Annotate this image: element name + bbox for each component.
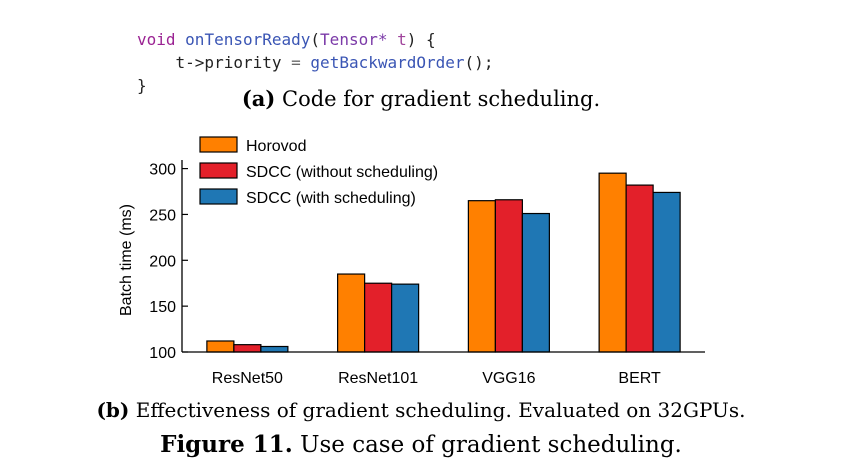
- bar-bert-2: [652, 191, 681, 353]
- code-line-1: void onTensorReady(Tensor* t) {: [137, 30, 436, 49]
- bar-bert-0: [598, 172, 627, 353]
- y-axis-title-group: Batch time (ms): [118, 204, 135, 316]
- figure-caption: Figure 11. Use case of gradient scheduli…: [0, 431, 842, 458]
- bar-resnet50-2: [260, 345, 289, 353]
- legend-label: Horovod: [246, 138, 306, 155]
- code-line-3: }: [137, 76, 147, 95]
- figure-caption-label: Figure 11.: [160, 431, 293, 458]
- bar-resnet101-0: [337, 273, 366, 353]
- x-tick-label: BERT: [618, 370, 661, 387]
- legend-swatch: [199, 188, 238, 205]
- x-tick-label: ResNet50: [212, 370, 283, 387]
- y-tick-label: 150: [149, 299, 176, 316]
- legend-label: SDCC (without scheduling): [246, 164, 438, 181]
- code-keyword: void: [137, 30, 176, 49]
- code-pointer: *: [377, 30, 388, 49]
- figure-caption-text: Use case of gradient scheduling.: [300, 432, 682, 458]
- x-tick-label: ResNet101: [338, 370, 418, 387]
- caption-b: (b) Effectiveness of gradient scheduling…: [0, 398, 842, 422]
- code-operator: =: [291, 53, 301, 72]
- code-type: Tensor: [320, 30, 378, 49]
- bar-vgg16-2: [521, 212, 550, 353]
- bar-resnet101-2: [391, 283, 420, 353]
- bar-bert-1: [625, 184, 654, 353]
- axes-group: ResNet50 ResNet101 VGG16 BERT 100 150 200 250 30…: [149, 160, 705, 387]
- code-lhs: t->priority: [175, 53, 282, 72]
- caption-a-label: (a): [241, 86, 276, 111]
- bar-resnet50-1: [233, 344, 262, 353]
- code-line-2: t->priority = getBackwardOrder();: [176, 53, 494, 72]
- code-call-tail: ();: [464, 53, 494, 72]
- y-tick-label: 200: [149, 253, 176, 270]
- code-param: t: [397, 30, 407, 49]
- legend-swatch: [199, 136, 238, 153]
- code-function-name: onTensorReady: [185, 30, 311, 49]
- caption-a: (a) Code for gradient scheduling.: [0, 86, 842, 111]
- bar-vgg16-1: [494, 199, 523, 353]
- caption-b-label: (b): [96, 398, 130, 422]
- code-call: getBackwardOrder: [310, 53, 465, 72]
- code-paren: (: [310, 30, 321, 49]
- caption-a-text: Code for gradient scheduling.: [282, 87, 601, 111]
- x-tick-label: VGG16: [482, 370, 535, 387]
- legend: Horovod SDCC (without scheduling) SDCC (wi…: [199, 136, 438, 207]
- y-tick-label: 100: [149, 345, 176, 362]
- bar-resnet50-0: [206, 340, 235, 353]
- bar-vgg16-0: [467, 200, 496, 353]
- bars-group: [206, 172, 681, 353]
- legend-swatch: [199, 162, 238, 179]
- y-tick-label: 250: [149, 207, 176, 224]
- y-tick-label: 300: [149, 162, 176, 179]
- code-snippet: void onTensorReady(Tensor* t) { t->prior…: [137, 28, 493, 97]
- bar-resnet101-1: [364, 282, 393, 353]
- caption-b-text: Effectiveness of gradient scheduling. Ev…: [135, 398, 746, 422]
- legend-label: SDCC (with scheduling): [246, 190, 416, 207]
- y-axis-title: Batch time (ms): [118, 204, 135, 316]
- code-close: ) {: [406, 30, 436, 49]
